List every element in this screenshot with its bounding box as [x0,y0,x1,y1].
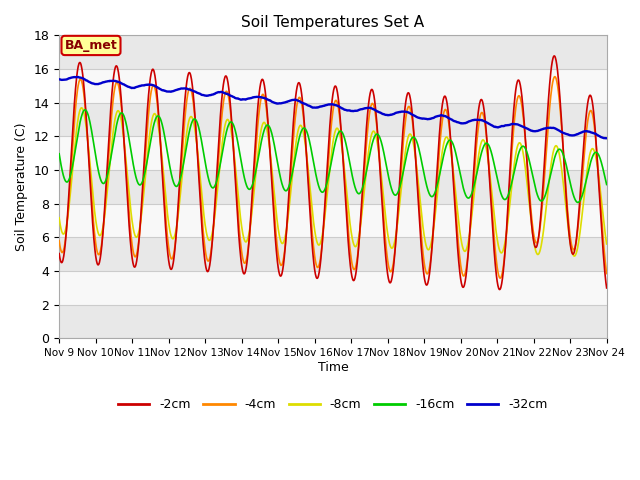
Bar [59,103,607,136]
Bar [59,271,607,305]
Bar [59,36,607,69]
Bar [59,170,607,204]
Bar [59,204,607,237]
Bar [59,237,607,271]
Legend: -2cm, -4cm, -8cm, -16cm, -32cm: -2cm, -4cm, -8cm, -16cm, -32cm [113,393,553,416]
X-axis label: Time: Time [317,360,348,374]
Text: BA_met: BA_met [65,39,117,52]
Title: Soil Temperatures Set A: Soil Temperatures Set A [241,15,424,30]
Bar [59,136,607,170]
Bar [59,69,607,103]
Bar [59,305,607,338]
Y-axis label: Soil Temperature (C): Soil Temperature (C) [15,122,28,251]
